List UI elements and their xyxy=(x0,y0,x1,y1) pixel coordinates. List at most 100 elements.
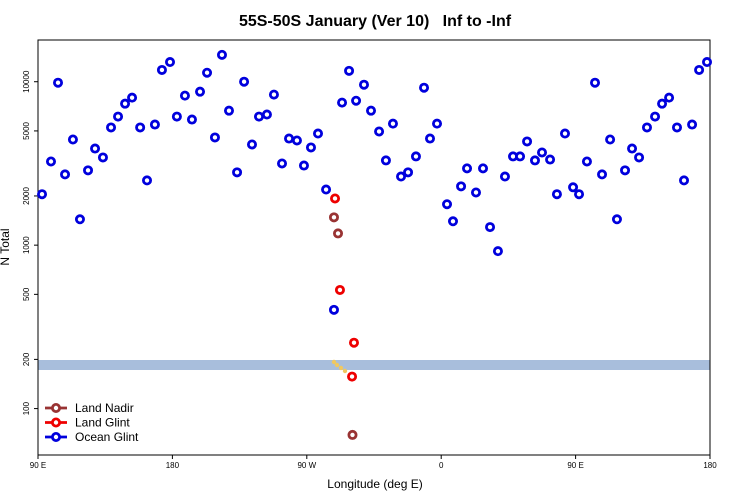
point xyxy=(37,189,48,200)
point xyxy=(60,169,71,180)
point xyxy=(53,77,64,88)
point xyxy=(351,95,362,106)
point xyxy=(246,139,257,150)
point xyxy=(179,90,190,101)
point xyxy=(641,122,652,133)
point xyxy=(387,118,398,129)
point xyxy=(559,128,570,139)
y-tick-label: 200 xyxy=(22,352,31,366)
point xyxy=(195,86,206,97)
legend-label: Land Glint xyxy=(75,416,130,430)
y-tick-label: 5000 xyxy=(22,121,31,139)
point xyxy=(277,158,288,169)
legend-label: Land Nadir xyxy=(75,401,134,415)
point xyxy=(120,98,131,109)
y-tick-label: 1000 xyxy=(22,236,31,254)
point xyxy=(671,122,682,133)
x-tick-label: 90 E xyxy=(567,461,583,470)
x-tick-label: 180 xyxy=(703,461,717,470)
point xyxy=(344,65,355,76)
point xyxy=(83,165,94,176)
point xyxy=(664,92,675,103)
point xyxy=(419,82,430,93)
point xyxy=(522,136,533,147)
point xyxy=(679,175,690,186)
point xyxy=(291,135,302,146)
point xyxy=(545,154,556,165)
point xyxy=(442,199,453,210)
point xyxy=(657,98,668,109)
point xyxy=(330,193,341,204)
point xyxy=(620,165,631,176)
point xyxy=(127,92,138,103)
point xyxy=(284,133,295,144)
point xyxy=(113,111,124,122)
point xyxy=(328,304,339,315)
y-tick-label: 2000 xyxy=(22,187,31,205)
point xyxy=(568,182,579,193)
legend-label: Ocean Glint xyxy=(75,430,139,444)
point xyxy=(45,156,56,167)
y-tick-label: 100 xyxy=(22,401,31,415)
point xyxy=(597,169,608,180)
point xyxy=(396,171,407,182)
point xyxy=(334,284,345,295)
y-axis-label: N Total xyxy=(0,228,12,265)
point xyxy=(574,189,585,200)
point xyxy=(209,132,220,143)
x-tick-label: 90 W xyxy=(297,461,316,470)
point xyxy=(321,184,332,195)
point xyxy=(492,246,503,257)
point xyxy=(333,228,344,239)
point xyxy=(142,175,153,186)
point xyxy=(254,111,265,122)
y-tick-label: 10000 xyxy=(22,70,31,93)
point xyxy=(410,151,421,162)
point xyxy=(470,187,481,198)
legend-marker xyxy=(51,402,62,413)
point xyxy=(74,214,85,225)
point xyxy=(337,97,348,108)
x-tick-label: 0 xyxy=(439,461,444,470)
point xyxy=(529,155,540,166)
plot-frame xyxy=(37,39,711,456)
point xyxy=(611,214,622,225)
point xyxy=(634,152,645,163)
point xyxy=(499,171,510,182)
point xyxy=(171,111,182,122)
point xyxy=(462,163,473,174)
point xyxy=(298,160,309,171)
point xyxy=(312,128,323,139)
point xyxy=(347,429,358,440)
point xyxy=(447,216,458,227)
point xyxy=(432,118,443,129)
point xyxy=(261,109,272,120)
point xyxy=(374,126,385,137)
chart-title: 55S-50S January (Ver 10) Inf to -Inf xyxy=(239,13,512,30)
point xyxy=(456,181,467,192)
point xyxy=(223,105,234,116)
point xyxy=(186,114,197,125)
point xyxy=(581,156,592,167)
x-axis-label: Longitude (deg E) xyxy=(327,477,422,491)
minor-points xyxy=(331,359,348,374)
point xyxy=(358,79,369,90)
point xyxy=(67,134,78,145)
point xyxy=(90,143,101,154)
point xyxy=(202,67,213,78)
point xyxy=(165,57,176,68)
point xyxy=(424,133,435,144)
point xyxy=(687,119,698,130)
point xyxy=(605,134,616,145)
point xyxy=(403,167,414,178)
x-tick-label: 90 E xyxy=(30,461,46,470)
point xyxy=(515,151,526,162)
point xyxy=(702,57,713,68)
point xyxy=(366,105,377,116)
point xyxy=(106,122,117,133)
point xyxy=(149,119,160,130)
point xyxy=(328,212,339,223)
legend-marker xyxy=(51,431,62,442)
point xyxy=(650,111,661,122)
